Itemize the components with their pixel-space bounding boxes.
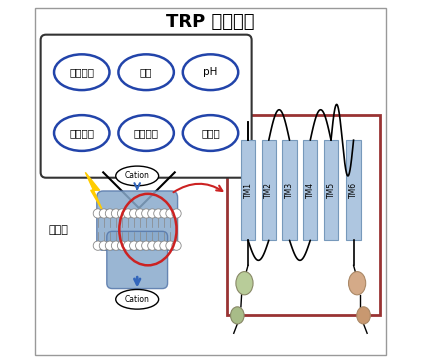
Text: pH: pH [203,67,218,77]
Ellipse shape [357,307,370,324]
Circle shape [172,241,181,250]
Circle shape [112,241,121,250]
Circle shape [117,209,127,218]
FancyBboxPatch shape [241,140,255,240]
Circle shape [112,209,121,218]
Circle shape [117,241,127,250]
Circle shape [141,209,151,218]
Circle shape [160,241,169,250]
Text: 浸透圧: 浸透圧 [201,128,220,138]
Circle shape [166,241,175,250]
Circle shape [172,209,181,218]
FancyBboxPatch shape [107,231,168,289]
Text: TM1: TM1 [244,182,253,198]
Circle shape [130,209,139,218]
Circle shape [160,209,169,218]
FancyBboxPatch shape [41,35,252,178]
Ellipse shape [118,54,174,90]
Ellipse shape [236,272,253,295]
Text: 温度: 温度 [140,67,152,77]
Ellipse shape [118,115,174,151]
Circle shape [99,241,109,250]
Circle shape [123,241,133,250]
FancyBboxPatch shape [324,140,338,240]
Ellipse shape [116,166,159,186]
Circle shape [141,241,151,250]
FancyBboxPatch shape [282,140,297,240]
Circle shape [136,209,145,218]
Text: 酸化還元: 酸化還元 [69,128,94,138]
FancyBboxPatch shape [35,8,386,355]
FancyBboxPatch shape [97,191,178,250]
Circle shape [93,209,102,218]
Circle shape [154,209,163,218]
Circle shape [123,209,133,218]
Circle shape [130,241,139,250]
Text: 細胞膜: 細胞膜 [48,225,69,234]
Text: TM5: TM5 [327,182,336,198]
Circle shape [105,241,115,250]
Text: TM3: TM3 [285,182,294,198]
FancyBboxPatch shape [261,140,276,240]
Text: TM2: TM2 [264,182,273,198]
Text: 機械刺激: 機械刺激 [133,128,159,138]
Circle shape [154,241,163,250]
Ellipse shape [116,289,159,309]
FancyBboxPatch shape [226,115,380,316]
Text: Cation: Cation [125,295,149,304]
Ellipse shape [183,115,238,151]
FancyBboxPatch shape [346,140,361,240]
FancyBboxPatch shape [303,140,317,240]
Text: TM4: TM4 [306,182,315,198]
Circle shape [148,209,157,218]
Ellipse shape [349,272,366,295]
Text: 化学物質: 化学物質 [69,67,94,77]
Circle shape [99,209,109,218]
Text: TRP チャネル: TRP チャネル [166,13,255,31]
Circle shape [136,241,145,250]
Circle shape [93,241,102,250]
Circle shape [166,209,175,218]
Ellipse shape [231,307,244,324]
Ellipse shape [183,54,238,90]
Ellipse shape [54,115,109,151]
Text: Cation: Cation [125,172,149,181]
Circle shape [148,241,157,250]
Polygon shape [85,172,103,212]
Ellipse shape [54,54,109,90]
Text: TM6: TM6 [349,182,358,198]
Circle shape [105,209,115,218]
